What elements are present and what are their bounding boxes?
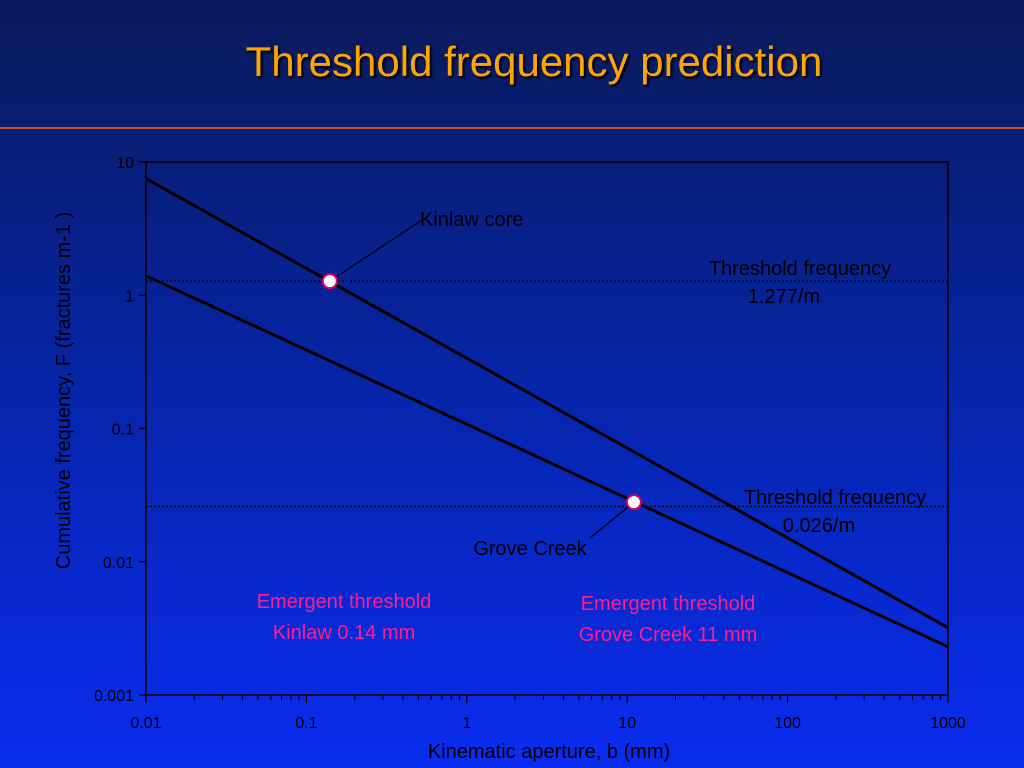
series-line-1 xyxy=(145,177,949,630)
threshold-label-title-2: Threshold frequency xyxy=(744,487,926,509)
x-axis-label: Kinematic aperture, b (mm) xyxy=(428,741,670,763)
threshold-lines-layer xyxy=(146,280,948,508)
emergent-threshold-title-2: Emergent threshold xyxy=(581,593,756,615)
series-line-2 xyxy=(145,274,949,649)
points-layer: Kinlaw core Grove Creek xyxy=(321,209,642,560)
y-tick-label: 0.001 xyxy=(94,688,134,705)
x-tick-label: 0.1 xyxy=(295,715,317,732)
data-point-2 xyxy=(625,494,642,511)
plot-frame xyxy=(145,161,949,696)
y-tick-label: 1 xyxy=(125,288,134,305)
threshold-label-value-2: 0.026/m xyxy=(783,515,855,537)
slide-title: Threshold frequency prediction xyxy=(245,38,823,85)
emergent-threshold-value-1: Kinlaw 0.14 mm xyxy=(273,622,415,644)
x-tick-label: 0.01 xyxy=(130,715,161,732)
plot-frame-layer xyxy=(145,161,949,696)
data-point-1 xyxy=(321,273,338,290)
x-tick-label: 1 xyxy=(462,715,471,732)
point-leader-2 xyxy=(589,501,635,539)
emergent-threshold-value-2: Grove Creek 11 mm xyxy=(579,624,758,646)
threshold-label-title-1: Threshold frequency xyxy=(709,258,891,280)
series-layer xyxy=(145,177,949,649)
y-axis-label: Cumulative frequency, F (fractures m-1 ) xyxy=(53,212,75,570)
labels-layer: 0.01 0.1 1 10 100 1000 0.001 0.01 0.1 1 10 Kinemati… xyxy=(53,155,966,763)
y-tick-label: 0.01 xyxy=(103,555,134,572)
point-leader-1 xyxy=(329,219,423,282)
point-label-1: Kinlaw core xyxy=(420,209,523,231)
y-tick-label: 0.1 xyxy=(112,422,134,439)
x-tick-label: 1000 xyxy=(930,715,966,732)
ticks-layer xyxy=(139,161,949,703)
title-divider xyxy=(0,127,1024,129)
x-tick-label: 10 xyxy=(618,715,636,732)
y-tick-label: 10 xyxy=(116,155,134,172)
point-label-2: Grove Creek xyxy=(473,538,587,560)
threshold-label-value-1: 1.277/m xyxy=(748,286,820,308)
x-tick-label: 100 xyxy=(774,715,801,732)
emergent-threshold-title-1: Emergent threshold xyxy=(257,591,432,613)
